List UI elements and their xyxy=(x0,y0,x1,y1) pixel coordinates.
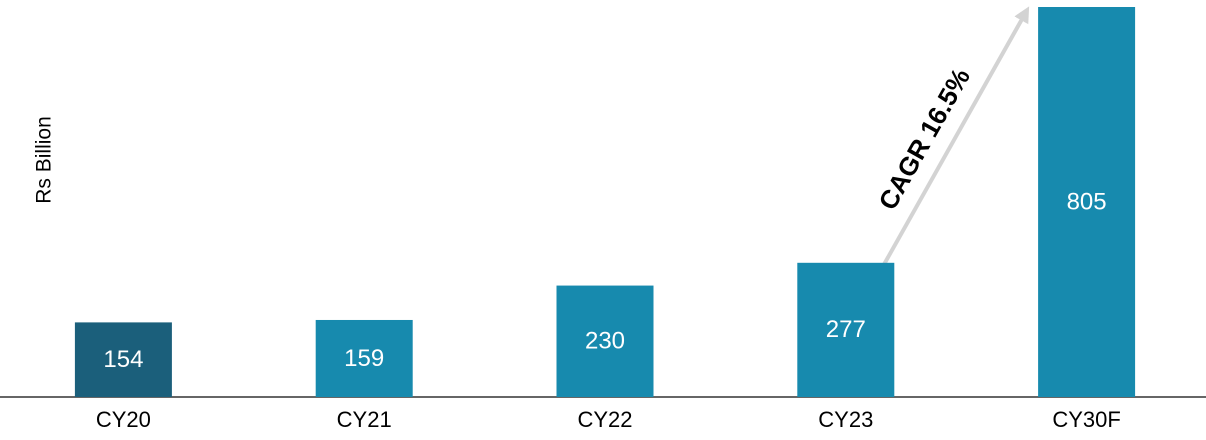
bar xyxy=(556,285,654,397)
value-label: 230 xyxy=(585,328,625,355)
x-tick-label: CY22 xyxy=(577,407,632,432)
bar xyxy=(315,319,413,397)
x-tick-label: CY23 xyxy=(818,407,873,432)
value-label: 805 xyxy=(1067,188,1107,215)
bar xyxy=(797,262,895,397)
x-tick-label: CY21 xyxy=(337,407,392,432)
bar xyxy=(1038,7,1136,397)
bar xyxy=(74,322,172,397)
value-label: 159 xyxy=(344,345,384,372)
x-tick-label: CY30F xyxy=(1052,407,1120,432)
x-tick-label: CY20 xyxy=(96,407,151,432)
value-label: 277 xyxy=(826,316,866,343)
cagr-arrow xyxy=(880,6,1030,269)
y-axis-label: Rs Billion xyxy=(33,116,56,204)
value-label: 154 xyxy=(103,346,143,373)
